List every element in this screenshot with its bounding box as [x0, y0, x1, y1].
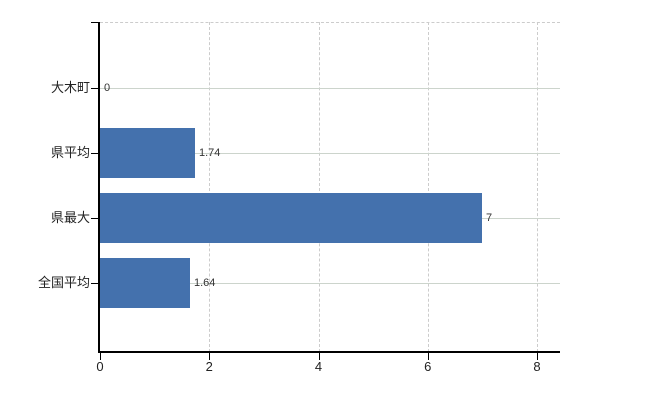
x-tick-label: 0: [96, 359, 104, 374]
x-tick-label: 2: [205, 359, 213, 374]
x-axis-tick: [100, 353, 101, 360]
x-axis-tick: [537, 353, 538, 360]
x-tick-label: 8: [533, 359, 541, 374]
y-axis-tick: [91, 218, 98, 219]
bar: [100, 258, 190, 308]
y-axis-line: [98, 22, 100, 353]
gridline-horizontal: [100, 153, 560, 154]
category-label: 全国平均: [37, 275, 90, 290]
bar: [100, 193, 482, 243]
y-axis-tick: [91, 283, 98, 284]
bar-value-label: 0: [104, 82, 111, 94]
gridline-vertical: [427, 22, 429, 352]
bar-value-label: 7: [486, 212, 493, 224]
x-axis-tick: [427, 353, 429, 360]
bar-value-label: 1.74: [199, 147, 221, 159]
category-label: 大木町: [50, 80, 90, 95]
x-tick-label: 4: [314, 359, 323, 374]
y-axis-tick: [91, 153, 98, 154]
x-axis-tick: [318, 353, 320, 360]
bar: [100, 128, 195, 178]
gridline-horizontal: [100, 88, 560, 89]
gridline-vertical: [318, 22, 320, 352]
x-axis-tick: [209, 353, 211, 360]
gridline-top: [100, 22, 560, 23]
gridline-vertical: [209, 22, 211, 352]
gridline-vertical: [537, 22, 538, 352]
bar-value-label: 1.64: [194, 277, 216, 289]
plot-area: 0 1.74 7 1.64: [100, 22, 560, 352]
category-label: 県最大: [50, 210, 90, 225]
category-label: 県平均: [50, 145, 90, 160]
x-tick-label: 6: [424, 359, 432, 374]
y-axis-tick: [91, 22, 98, 23]
gridline-horizontal: [100, 283, 560, 284]
y-axis-tick: [91, 88, 98, 89]
x-axis-line: [98, 351, 560, 353]
